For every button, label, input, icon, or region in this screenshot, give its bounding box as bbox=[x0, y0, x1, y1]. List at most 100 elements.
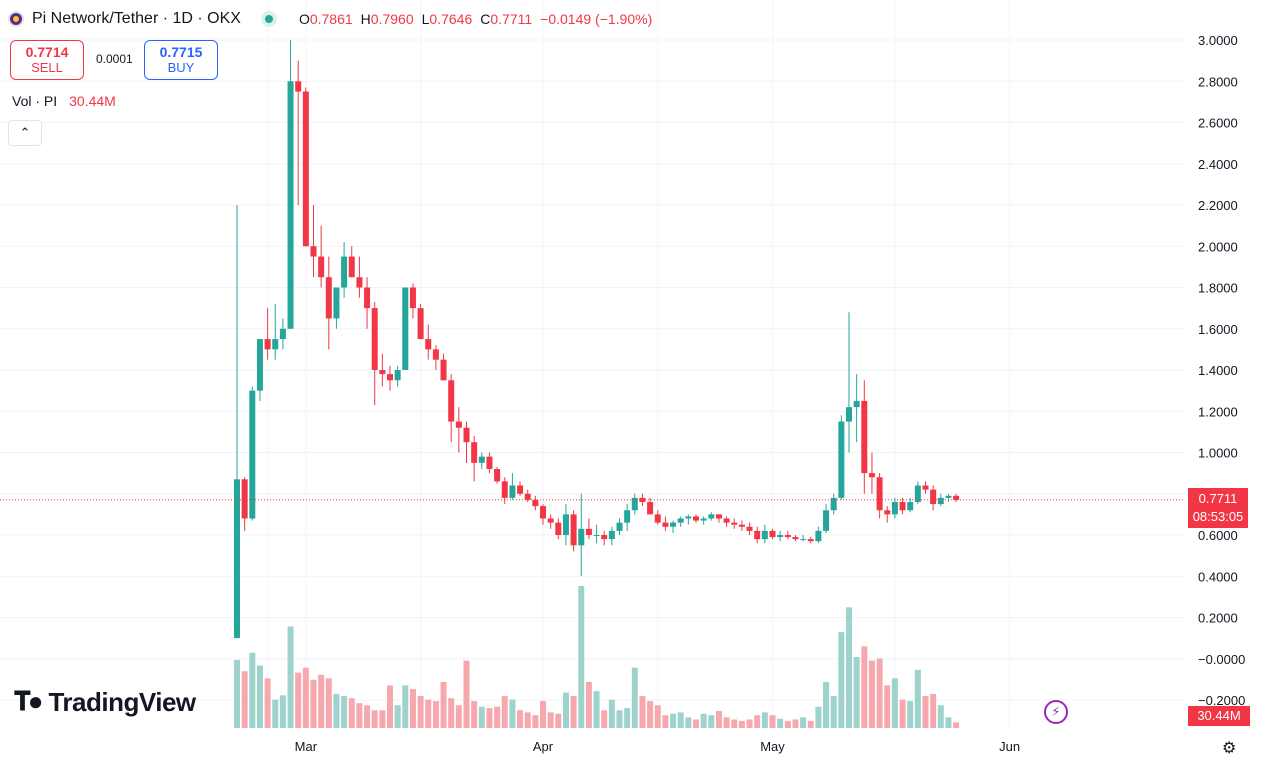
market-open-icon[interactable] bbox=[260, 11, 277, 27]
volume-bar bbox=[922, 696, 929, 728]
symbol-title[interactable]: Pi Network/Tether · 1D · OKX bbox=[32, 10, 241, 27]
volume-bar bbox=[608, 699, 615, 728]
volume-bar bbox=[624, 708, 631, 728]
candle-body bbox=[440, 359, 447, 381]
sell-button[interactable]: 0.7714 SELL bbox=[10, 40, 84, 80]
volume-bar bbox=[532, 715, 539, 728]
volume-bar bbox=[601, 710, 608, 728]
countdown: 08:53:05 bbox=[1192, 509, 1244, 524]
candle-body bbox=[930, 489, 937, 505]
candle-body bbox=[524, 493, 531, 500]
candle-body bbox=[341, 256, 348, 288]
price-tick-label: 0.2000 bbox=[1198, 611, 1238, 626]
volume-bar bbox=[830, 696, 837, 728]
volume-bar bbox=[800, 717, 807, 728]
candle-body bbox=[647, 502, 654, 515]
last-price: 0.7711 bbox=[1198, 491, 1238, 506]
candle-body bbox=[792, 537, 799, 540]
volume-bar bbox=[953, 722, 960, 728]
volume-bar bbox=[547, 712, 554, 728]
volume-bar bbox=[930, 693, 937, 728]
tradingview-logo[interactable]: 𝐓● TradingView bbox=[14, 686, 196, 718]
volume-bar bbox=[425, 699, 432, 728]
volume-bar bbox=[700, 713, 707, 728]
lightning-icon[interactable]: ⚡ bbox=[1044, 700, 1068, 724]
price-tick-label: 2.2000 bbox=[1198, 198, 1238, 213]
candle-body bbox=[279, 328, 286, 340]
volume-bar bbox=[463, 660, 470, 728]
time-tick-label: Mar bbox=[295, 739, 318, 754]
volume-bar bbox=[616, 710, 623, 728]
price-tick-label: 2.8000 bbox=[1198, 74, 1238, 89]
volume-bar bbox=[302, 667, 309, 728]
volume-bar bbox=[578, 586, 585, 728]
volume-bar bbox=[325, 678, 332, 728]
candle-body bbox=[570, 514, 577, 546]
candle-body bbox=[394, 370, 401, 381]
volume-bar bbox=[364, 705, 371, 728]
volume-bar bbox=[249, 652, 256, 728]
volume-bar bbox=[448, 698, 455, 728]
volume-bar bbox=[631, 667, 638, 728]
volume-bar bbox=[792, 719, 799, 728]
candle-body bbox=[478, 456, 485, 463]
candle-body bbox=[723, 518, 730, 523]
candle-body bbox=[287, 81, 294, 329]
candle-body bbox=[907, 502, 914, 511]
volume-bar bbox=[570, 696, 577, 728]
candle-body bbox=[884, 510, 891, 515]
volume-bar bbox=[494, 706, 501, 728]
volume-bar bbox=[562, 692, 569, 728]
volume-bar bbox=[333, 693, 340, 728]
candle-body bbox=[348, 256, 355, 278]
volume-bar bbox=[501, 696, 508, 728]
volume-bar bbox=[677, 712, 684, 728]
volume-bar bbox=[585, 681, 592, 728]
candle-body bbox=[891, 502, 898, 515]
candle-body bbox=[532, 499, 539, 507]
candle-body bbox=[387, 374, 393, 381]
price-tick-label: 2.4000 bbox=[1198, 157, 1238, 172]
price-tick-label: 1.0000 bbox=[1198, 446, 1238, 461]
volume-value: 30.44M bbox=[69, 93, 116, 109]
price-tick-label: 1.6000 bbox=[1198, 322, 1238, 337]
candle-body bbox=[578, 528, 585, 546]
volume-bar bbox=[555, 713, 562, 728]
volume-bar bbox=[517, 710, 524, 728]
volume-legend: Vol · PI 30.44M bbox=[12, 93, 116, 109]
candle-body bbox=[754, 530, 761, 540]
volume-bar bbox=[379, 710, 386, 728]
volume-bar bbox=[341, 696, 348, 728]
candle-body bbox=[264, 339, 271, 350]
spread-value: 0.0001 bbox=[96, 52, 133, 66]
candle-body bbox=[601, 535, 608, 540]
candle-body bbox=[708, 514, 715, 519]
candle-body bbox=[471, 442, 478, 463]
candle-body bbox=[562, 514, 569, 535]
buy-label: BUY bbox=[167, 60, 195, 75]
candle-body bbox=[914, 485, 921, 502]
candle-body bbox=[501, 481, 508, 498]
candle-body bbox=[272, 339, 279, 350]
volume-bar bbox=[654, 705, 661, 728]
candle-body bbox=[868, 473, 875, 478]
candle-body bbox=[432, 349, 439, 360]
last-price-label: 0.7711 08:53:05 bbox=[1188, 488, 1248, 528]
volume-bar bbox=[387, 685, 393, 728]
ohlc-values: O0.7861 H0.7960 L0.7646 C0.7711 −0.0149 … bbox=[298, 11, 653, 27]
candle-body bbox=[846, 407, 852, 422]
gear-icon[interactable]: ⚙ bbox=[1222, 740, 1237, 757]
volume-bar bbox=[914, 669, 921, 728]
volume-bar bbox=[769, 715, 776, 728]
buy-button[interactable]: 0.7715 BUY bbox=[144, 40, 218, 80]
candle-body bbox=[761, 530, 768, 540]
volume-label: Vol · PI bbox=[12, 93, 58, 109]
collapse-legend-button[interactable]: ⌃ bbox=[8, 120, 42, 146]
volume-bar bbox=[945, 717, 952, 728]
volume-bar bbox=[486, 708, 493, 728]
volume-bar bbox=[394, 705, 401, 728]
volume-bar bbox=[234, 659, 240, 728]
volume-bar bbox=[417, 696, 424, 728]
candle-body bbox=[853, 400, 860, 408]
